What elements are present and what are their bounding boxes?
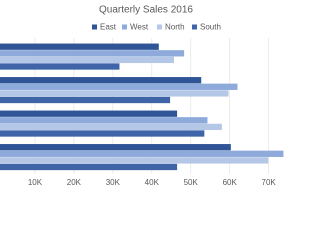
bar bbox=[0, 50, 185, 57]
bar bbox=[0, 163, 178, 171]
bar bbox=[0, 144, 231, 151]
bar bbox=[0, 157, 269, 164]
bar bbox=[0, 123, 222, 131]
bar bbox=[0, 150, 284, 157]
x-tick-label: 10K bbox=[28, 178, 43, 187]
chart-title: Quarterly Sales 2016 bbox=[99, 5, 193, 16]
legend-swatch bbox=[92, 24, 97, 30]
bar bbox=[0, 117, 208, 124]
bar bbox=[0, 130, 205, 137]
bar bbox=[0, 43, 159, 50]
legend-label: South bbox=[200, 23, 221, 32]
x-tick-label: 40K bbox=[145, 178, 160, 187]
legend-swatch bbox=[157, 24, 162, 30]
x-tick-label: 30K bbox=[106, 178, 121, 187]
bar bbox=[0, 96, 171, 104]
legend-swatch bbox=[192, 24, 197, 30]
legend-label: West bbox=[130, 23, 149, 32]
chart: Quarterly Sales 2016 10K 20K 30K 40K 50K 60K 7… bbox=[0, 5, 284, 187]
x-tick-label: 60K bbox=[223, 178, 238, 187]
x-tick-label: 20K bbox=[67, 178, 82, 187]
bar bbox=[0, 83, 238, 90]
bar bbox=[0, 77, 202, 84]
bar bbox=[0, 63, 120, 70]
legend-swatch bbox=[122, 24, 127, 30]
bar bbox=[0, 90, 229, 97]
legend-label: East bbox=[100, 23, 117, 32]
x-tick-label: 50K bbox=[184, 178, 199, 187]
bar bbox=[0, 56, 174, 64]
bar bbox=[0, 110, 178, 117]
legend-label: North bbox=[165, 23, 185, 32]
x-tick-label: 70K bbox=[262, 178, 277, 187]
